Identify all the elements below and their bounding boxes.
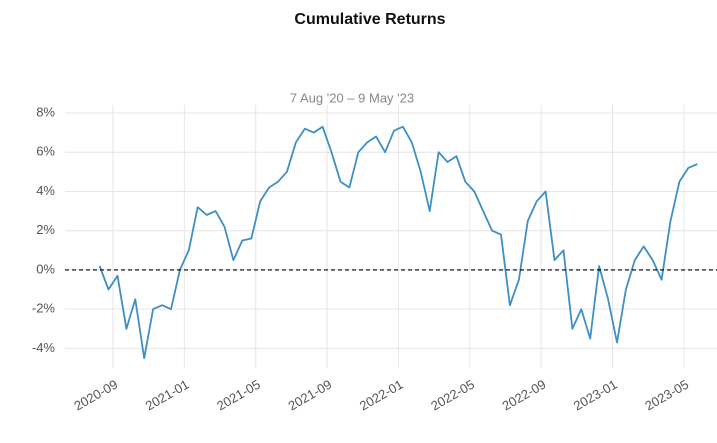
x-tick-label: 2021-05 <box>214 377 263 414</box>
y-tick-label: 4% <box>36 183 55 198</box>
y-tick-label: -4% <box>32 340 56 355</box>
chart-subtitle: 7 Aug '20 – 9 May '23 <box>290 90 414 105</box>
x-tick-label: 2022-05 <box>428 377 477 414</box>
x-tick-label: 2023-05 <box>642 377 691 414</box>
line <box>98 125 698 360</box>
x-tick-label: 2022-09 <box>500 377 549 414</box>
x-tick-label: 2022-01 <box>357 377 406 414</box>
x-tick-label: 2023-01 <box>571 377 620 414</box>
y-tick-label: 6% <box>36 144 55 159</box>
x-tick-label: 2021-09 <box>285 377 334 414</box>
chart-title: Cumulative Returns <box>294 11 445 28</box>
x-tick-label: 2021-01 <box>143 377 192 414</box>
x-tick-label: 2020-09 <box>71 377 120 414</box>
y-tick-label: 0% <box>36 261 55 276</box>
y-tick-label: -2% <box>32 301 56 316</box>
y-tick-label: 8% <box>36 104 55 119</box>
y-tick-label: 2% <box>36 222 55 237</box>
